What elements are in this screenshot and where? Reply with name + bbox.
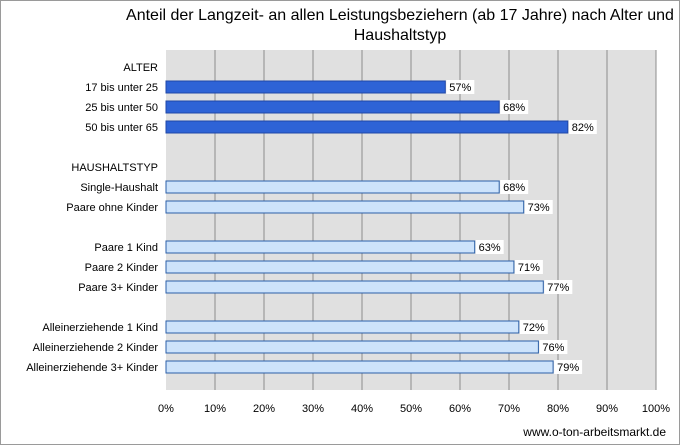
category-label: Paare 2 Kinder [85, 262, 159, 274]
bar-17-bis-unter-25 [165, 80, 446, 94]
data-label-box [544, 280, 573, 294]
data-label-box [500, 180, 529, 194]
category-label: Paare 3+ Kinder [78, 282, 158, 294]
data-label: 73% [528, 202, 550, 214]
x-tick-label: 80% [547, 403, 569, 415]
bar-paare-1-kind [165, 240, 476, 254]
chart-title: Anteil der Langzeit- an allen Leistungsb… [126, 7, 674, 44]
data-label-box [500, 100, 529, 114]
category-label: Alleinerziehende 1 Kind [42, 322, 158, 334]
data-label: 68% [503, 182, 525, 194]
bar-paare-2-kinder [165, 260, 515, 274]
x-tick-label: 40% [351, 403, 373, 415]
data-label-box [519, 320, 548, 334]
data-label-box [554, 360, 583, 374]
x-tick-label: 30% [302, 403, 324, 415]
x-tick-label: 10% [204, 403, 226, 415]
data-label: 71% [518, 262, 540, 274]
data-label-box [568, 120, 597, 134]
x-tick-label: 20% [253, 403, 275, 415]
bar-50-bis-unter-65 [165, 120, 569, 134]
x-tick-label: 100% [642, 403, 670, 415]
data-label: 82% [572, 122, 594, 134]
bar-paare-3-kinder [165, 280, 544, 294]
category-label: Paare 1 Kind [94, 242, 158, 254]
x-tick-label: 70% [498, 403, 520, 415]
bar-single-haushalt [165, 180, 500, 194]
data-label-box [446, 80, 475, 94]
x-tick-label: 0% [158, 403, 174, 415]
data-label: 79% [557, 362, 579, 374]
group-label: HAUSHALTSTYP [71, 162, 158, 174]
category-label: 17 bis unter 25 [85, 82, 158, 94]
data-label: 57% [449, 82, 471, 94]
category-label: 50 bis unter 65 [85, 122, 158, 134]
data-label: 68% [503, 102, 525, 114]
data-label-box [514, 260, 543, 274]
data-label: 76% [542, 342, 564, 354]
x-tick-label: 60% [449, 403, 471, 415]
data-label-box [475, 240, 504, 254]
bar-alleinerziehende-2-kinder [165, 340, 539, 354]
category-label: Single-Haushalt [80, 182, 158, 194]
x-tick-label: 50% [400, 403, 422, 415]
bar-25-bis-unter-50 [165, 100, 500, 114]
bar-alleinerziehende-1-kind [165, 320, 520, 334]
source-credit: www.o-ton-arbeitsmarkt.de [523, 425, 666, 439]
category-label: Alleinerziehende 2 Kinder [33, 342, 159, 354]
data-label: 63% [479, 242, 501, 254]
category-label: 25 bis unter 50 [85, 102, 158, 114]
bar-alleinerziehende-3-kinder [165, 360, 554, 374]
data-label: 72% [523, 322, 545, 334]
data-label: 77% [547, 282, 569, 294]
data-label-box [539, 340, 568, 354]
category-label: Alleinerziehende 3+ Kinder [26, 362, 158, 374]
x-tick-label: 90% [596, 403, 618, 415]
bar-paare-ohne-kinder [165, 200, 525, 214]
category-label: Paare ohne Kinder [66, 202, 158, 214]
group-label: ALTER [123, 62, 158, 74]
data-label-box [524, 200, 553, 214]
